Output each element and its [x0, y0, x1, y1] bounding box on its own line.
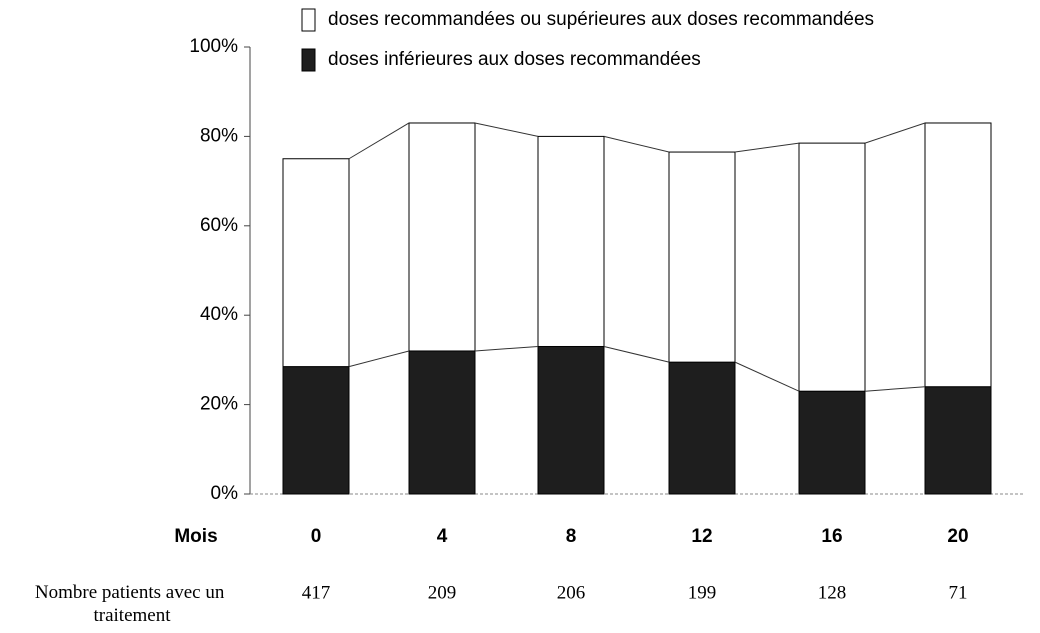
x-axis-label: Mois: [174, 526, 217, 547]
series-connector: [603, 346, 670, 363]
count: 209: [428, 582, 457, 603]
bar-segment: [282, 366, 350, 495]
series-connector: [474, 345, 539, 352]
series-connector: [474, 122, 539, 137]
bar-segment: [537, 345, 605, 495]
series-connector: [864, 122, 926, 144]
bar-segment: [408, 350, 476, 495]
series-connector: [603, 135, 670, 153]
count-label-line: traitement: [93, 605, 171, 626]
count: 128: [818, 582, 847, 603]
bar-segment: [668, 151, 736, 363]
series-connector: [348, 350, 410, 368]
bar-segment: [408, 122, 476, 352]
bar-segment: [798, 142, 866, 392]
bar-segment: [924, 386, 992, 495]
legend-label: doses inférieures aux doses recommandées: [328, 49, 701, 70]
bar-segment: [537, 135, 605, 347]
count-label: Nombre patients avec un traitement: [35, 582, 229, 626]
y-tick-label: 60%: [200, 215, 238, 236]
x-tick-label: 20: [947, 526, 968, 547]
legend-swatch: [301, 8, 316, 32]
series-connector: [734, 361, 800, 392]
legend-swatch: [301, 48, 316, 72]
bar-segment: [282, 158, 350, 368]
series-connector: [348, 122, 410, 160]
count: 206: [557, 582, 586, 603]
count: 199: [688, 582, 717, 603]
bar-segment: [798, 390, 866, 495]
x-tick-label: 0: [311, 526, 322, 547]
x-tick-label: 8: [566, 526, 577, 547]
legend-label: doses recommandées ou supérieures aux do…: [328, 9, 874, 30]
count: 417: [302, 582, 331, 603]
series-connector: [734, 142, 800, 153]
x-tick-label: 4: [437, 526, 448, 547]
y-tick-label: 80%: [200, 125, 238, 146]
bar-segment: [924, 122, 992, 388]
y-tick-label: 40%: [200, 304, 238, 325]
series-connector: [864, 386, 926, 392]
x-tick-label: 16: [821, 526, 842, 547]
count-label-line: Nombre patients avec un: [35, 582, 225, 603]
count: 71: [949, 582, 968, 603]
bar-segment: [668, 361, 736, 495]
y-tick-label: 20%: [200, 394, 238, 415]
y-tick-label: 0%: [211, 483, 239, 504]
x-tick-label: 12: [691, 526, 712, 547]
y-tick-label: 100%: [189, 36, 238, 57]
